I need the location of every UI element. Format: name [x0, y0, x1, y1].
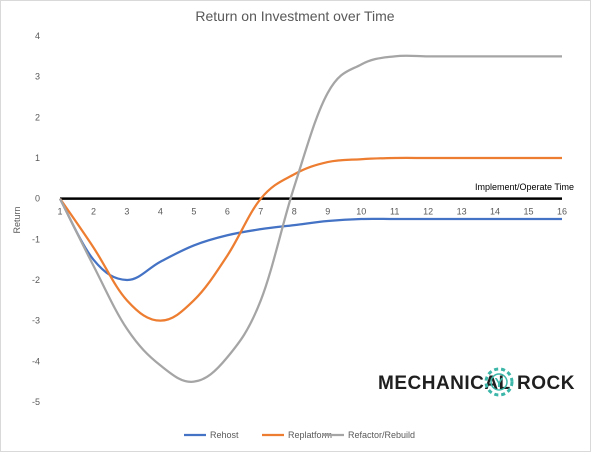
series-line-rehost — [59, 198, 562, 282]
x-tick-label: 1 — [57, 207, 62, 217]
x-tick-label: 6 — [225, 207, 230, 217]
x-axis-ticks: 1 2 3 4 5 6 7 8 9 10 11 12 13 14 15 16 — [57, 207, 567, 217]
x-tick-label: 2 — [91, 207, 96, 217]
chart-title: Return on Investment over Time — [195, 8, 394, 24]
logo-right-word: ROCK — [517, 373, 575, 394]
x-tick-label: 13 — [457, 207, 467, 217]
y-tick-label: 2 — [35, 112, 40, 122]
series-line-refactor-rebuild — [58, 54, 562, 383]
x-axis-label: Implement/Operate Time — [475, 182, 574, 192]
chart-legend: Rehost Replatform Refactor/Rebuild — [184, 430, 415, 440]
x-tick-label: 5 — [191, 207, 196, 217]
svg-text:Y: Y — [495, 375, 504, 390]
y-axis-ticks: 4 3 2 1 0 -1 -2 -3 -4 -5 — [32, 31, 40, 407]
x-tick-label: 11 — [390, 207, 399, 217]
series-line-replatform — [59, 156, 562, 322]
y-tick-label: 3 — [35, 72, 40, 82]
y-tick-label: -1 — [32, 234, 40, 244]
x-tick-label: 4 — [158, 207, 163, 217]
y-tick-label: -3 — [32, 316, 40, 326]
x-tick-label: 7 — [258, 207, 263, 217]
y-tick-label: 1 — [35, 153, 40, 163]
x-tick-label: 14 — [490, 207, 500, 217]
legend-label: Refactor/Rebuild — [348, 430, 415, 440]
logo-left-word: MECHANICAL — [378, 373, 511, 394]
y-tick-label: -2 — [32, 275, 40, 285]
y-axis-label: Return — [12, 206, 22, 233]
x-tick-label: 16 — [557, 207, 567, 217]
legend-label: Replatform — [288, 430, 332, 440]
y-tick-label: 0 — [35, 194, 40, 204]
x-tick-label: 15 — [524, 207, 534, 217]
legend-label: Rehost — [210, 430, 239, 440]
mechanical-rock-logo: MECHANICAL Y ROCK — [378, 367, 575, 397]
series-lines — [58, 54, 562, 383]
x-tick-label: 3 — [124, 207, 129, 217]
y-tick-label: -5 — [32, 397, 40, 407]
x-tick-label: 10 — [356, 207, 366, 217]
x-tick-label: 12 — [423, 207, 433, 217]
y-tick-label: 4 — [35, 31, 40, 41]
y-tick-label: -4 — [32, 356, 40, 366]
x-tick-label: 8 — [292, 207, 297, 217]
gear-icon: Y — [484, 367, 514, 397]
x-tick-label: 9 — [325, 207, 330, 217]
